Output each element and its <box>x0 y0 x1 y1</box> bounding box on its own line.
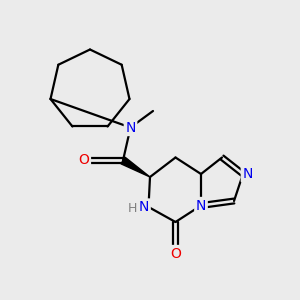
Polygon shape <box>121 157 150 177</box>
Text: N: N <box>242 167 253 181</box>
Text: N: N <box>196 199 206 212</box>
Text: H: H <box>127 202 137 215</box>
Text: O: O <box>79 154 89 167</box>
Text: N: N <box>139 200 149 214</box>
Text: N: N <box>125 121 136 134</box>
Text: O: O <box>170 247 181 260</box>
